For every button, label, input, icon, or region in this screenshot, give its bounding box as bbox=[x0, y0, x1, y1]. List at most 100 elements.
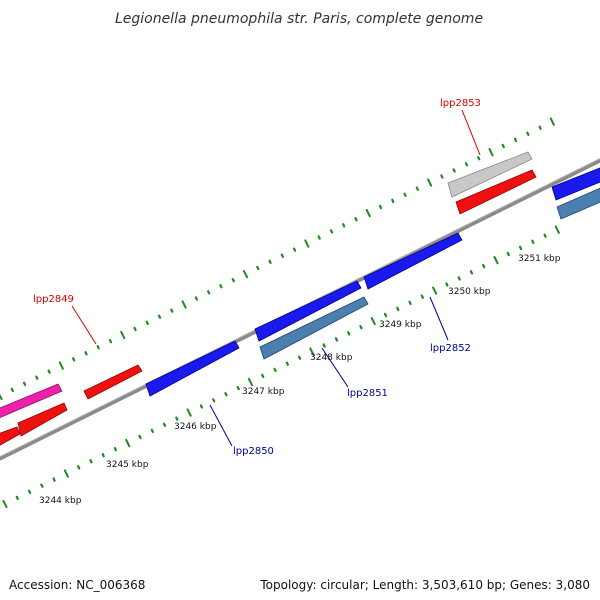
gene-feature-lpp2853[interactable] bbox=[455, 169, 537, 215]
outer-tick-mark bbox=[35, 375, 39, 380]
inner-tick-mark bbox=[89, 459, 93, 464]
outer-tick-mark bbox=[440, 174, 444, 179]
outer-tick-mark bbox=[317, 235, 321, 240]
inner-tick-mark bbox=[261, 373, 265, 379]
inner-tick-mark bbox=[420, 294, 424, 299]
gene-label-lpp2852[interactable]: lpp2852 bbox=[430, 343, 471, 354]
gene-feature-lpp2852[interactable] bbox=[363, 232, 463, 290]
inner-tick-mark bbox=[298, 355, 302, 360]
gene-label-lpp2849[interactable]: lpp2849 bbox=[33, 294, 74, 305]
inner-tick-mark bbox=[162, 422, 167, 427]
inner-tick-mark bbox=[76, 465, 81, 470]
gene-labels: lpp2849 lpp2853 lpp2850 lpp2851 lpp2852 bbox=[33, 98, 481, 457]
inner-tick-mark bbox=[370, 317, 376, 326]
inner-tick-mark bbox=[40, 483, 44, 488]
inner-tick-mark bbox=[309, 347, 315, 356]
outer-tick-mark bbox=[256, 265, 260, 271]
leader-lpp2851 bbox=[321, 347, 349, 388]
gene-label-lpp2850[interactable]: lpp2850 bbox=[233, 446, 274, 457]
inner-tick-mark bbox=[554, 225, 560, 234]
gene-feature-lpp2850[interactable] bbox=[145, 340, 240, 397]
inner-tick-mark bbox=[383, 312, 388, 318]
gene-feature-pseudo-lpp2853[interactable] bbox=[447, 151, 533, 198]
gene-features bbox=[0, 151, 600, 448]
outer-tick-mark bbox=[354, 217, 358, 222]
gene-label-lpp2851[interactable]: lpp2851 bbox=[347, 388, 388, 399]
gene-feature-rna-left[interactable] bbox=[0, 383, 63, 419]
tick-label: 3250 kbp bbox=[448, 287, 491, 297]
outer-tick-mark bbox=[58, 361, 64, 370]
tick-label: 3247 kbp bbox=[242, 387, 285, 397]
gene-label-lpp2853[interactable]: lpp2853 bbox=[440, 98, 481, 109]
label-leader-lines bbox=[71, 109, 481, 447]
tick-label: 3245 kbp bbox=[106, 460, 149, 470]
outer-tick-mark bbox=[47, 369, 51, 374]
outer-tick-mark bbox=[157, 314, 162, 319]
outer-tick-mark bbox=[293, 247, 297, 252]
gene-feature-lpp2851[interactable] bbox=[259, 296, 369, 360]
gene-feature-forward-left-2[interactable] bbox=[0, 426, 21, 448]
outer-tick-mark bbox=[71, 357, 76, 362]
gene-feature-lpp2851-upper[interactable] bbox=[254, 280, 362, 342]
inner-tick-mark bbox=[408, 300, 412, 305]
outer-tick-mark bbox=[268, 259, 272, 264]
leader-lpp2853 bbox=[461, 109, 481, 156]
inner-tick-mark bbox=[457, 276, 461, 281]
outer-tick-mark bbox=[242, 269, 249, 279]
inner-tick-mark bbox=[334, 337, 339, 342]
outer-tick-mark bbox=[378, 204, 383, 210]
map-title: Legionella pneumophila str. Paris, compl… bbox=[115, 11, 483, 27]
genome-summary: Topology: circular; Length: 3,503,610 bp… bbox=[260, 578, 590, 592]
inner-tick-mark bbox=[543, 233, 547, 238]
gene-feature-reverse-right-1[interactable] bbox=[551, 166, 600, 201]
inner-tick-mark bbox=[125, 438, 131, 448]
outer-tick-mark bbox=[488, 148, 494, 157]
outer-tick-mark bbox=[96, 345, 100, 350]
gene-feature-lpp2849[interactable] bbox=[83, 364, 143, 400]
gene-feature-reverse-right-2[interactable] bbox=[556, 186, 600, 220]
inner-tick-mark bbox=[518, 245, 523, 251]
inner-tick-mark bbox=[2, 499, 8, 509]
inner-tick-mark bbox=[101, 453, 105, 458]
inner-tick-mark bbox=[236, 386, 240, 391]
inner-tick-mark bbox=[247, 377, 254, 387]
outer-tick-mark bbox=[538, 125, 542, 130]
outer-tick-mark bbox=[10, 387, 14, 393]
inner-tick-mark bbox=[493, 256, 499, 265]
outer-tick-mark bbox=[391, 198, 395, 204]
inner-tick-mark bbox=[396, 306, 400, 312]
inner-tick-mark bbox=[186, 408, 192, 417]
inner-tick-mark bbox=[27, 489, 32, 494]
accession-label: Accession: NC_006368 bbox=[9, 578, 146, 592]
outer-tick-mark bbox=[304, 239, 310, 248]
outer-tick-mark bbox=[427, 178, 433, 187]
outer-tick-mark bbox=[452, 168, 456, 173]
outer-tick-mark bbox=[365, 209, 371, 218]
inner-tick-mark bbox=[347, 331, 351, 336]
outer-tick-mark bbox=[513, 137, 518, 143]
outer-tick-mark bbox=[194, 296, 198, 301]
inner-tick-mark bbox=[506, 251, 510, 257]
leader-lpp2850 bbox=[209, 404, 233, 447]
outer-tick-mark bbox=[549, 117, 555, 126]
inner-tick-mark bbox=[212, 398, 216, 403]
outer-tick-mark bbox=[342, 223, 346, 228]
inner-tick-mark bbox=[52, 477, 56, 482]
inner-tick-mark bbox=[531, 239, 535, 244]
inner-tick-mark bbox=[113, 447, 118, 452]
inner-tick-mark bbox=[15, 495, 19, 501]
outer-tick-mark bbox=[0, 393, 3, 401]
outer-tick-mark bbox=[501, 143, 505, 149]
tick-label: 3246 kbp bbox=[174, 422, 217, 432]
inner-tick-mark bbox=[150, 428, 154, 433]
inner-tick-mark bbox=[469, 270, 474, 275]
leader-lpp2852 bbox=[429, 296, 449, 341]
inner-tick-mark bbox=[199, 404, 203, 409]
outer-tick-mark bbox=[477, 156, 481, 161]
inner-tick-mark bbox=[138, 434, 142, 440]
gene-feature-forward-left-1[interactable] bbox=[17, 402, 68, 437]
inner-tick-mark bbox=[482, 264, 486, 269]
outer-tick-mark bbox=[415, 186, 419, 191]
inner-tick-mark bbox=[273, 367, 277, 372]
